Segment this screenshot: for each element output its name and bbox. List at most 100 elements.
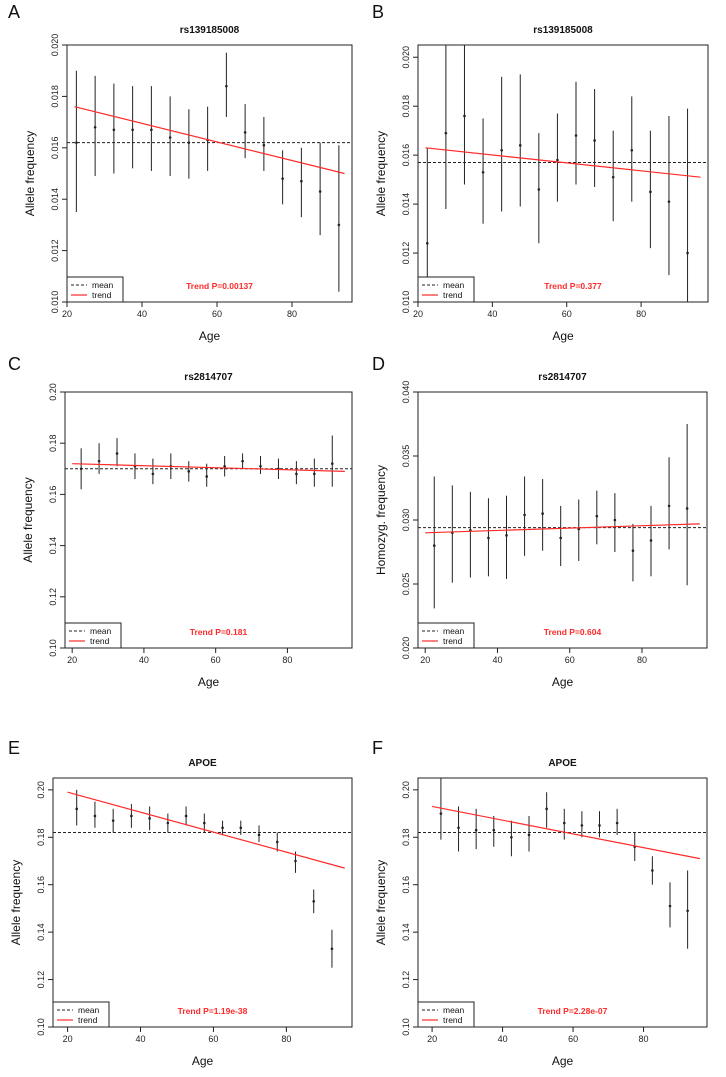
data-point — [318, 190, 322, 193]
x-tick-label: 20 — [67, 655, 77, 665]
data-point — [223, 464, 226, 468]
legend-box — [417, 1001, 475, 1028]
data-point — [313, 472, 316, 476]
data-point — [432, 544, 436, 547]
legend-trend-label: trend — [443, 290, 463, 300]
data-point — [686, 909, 689, 913]
data-point — [651, 869, 654, 872]
x-tick-label: 20 — [63, 1034, 73, 1044]
x-axis-label: Age — [199, 329, 221, 343]
data-point — [239, 826, 243, 830]
data-point — [649, 539, 653, 542]
data-point — [527, 833, 531, 837]
data-point — [97, 459, 101, 463]
chart-title: APOE — [188, 758, 217, 769]
data-layer — [418, 45, 708, 302]
y-tick-label: 0.040 — [401, 381, 411, 404]
y-axis-label: Allele frequency — [9, 860, 23, 945]
x-tick-label: 20 — [62, 309, 72, 319]
chart-panel-f: F APOE 20 40 60 80 0.10 0.12 0.14 0.16 0.18 0.20 Age… — [372, 738, 708, 1068]
data-point — [518, 144, 522, 147]
data-point — [131, 128, 134, 132]
data-point — [79, 467, 83, 471]
legend-mean-label: mean — [90, 626, 112, 636]
data-point — [463, 114, 466, 118]
data-layer — [418, 778, 707, 949]
data-point — [615, 821, 619, 825]
y-tick-label: 0.16 — [401, 876, 411, 894]
trend-p-annotation: Trend P=0.181 — [190, 627, 248, 637]
data-point — [275, 840, 279, 844]
plot-frame — [52, 777, 353, 1028]
data-layer — [65, 435, 352, 490]
y-tick-label: 0.16 — [48, 486, 58, 504]
data-point — [241, 459, 244, 463]
y-axis-label: Homozyg. frequency — [374, 465, 388, 575]
data-point — [93, 814, 97, 818]
data-point — [203, 821, 206, 825]
legend-trend-label: trend — [92, 290, 112, 300]
x-axis-label: Age — [552, 675, 574, 689]
legend-mean-label: mean — [443, 626, 465, 636]
x-tick-label: 20 — [420, 655, 430, 665]
legend-trend-label: trend — [90, 636, 110, 646]
data-point — [130, 814, 133, 818]
y-tick-label: 0.18 — [401, 829, 411, 847]
y-tick-label: 0.010 — [50, 291, 60, 314]
data-point — [151, 472, 155, 476]
data-point — [556, 158, 559, 162]
data-point — [257, 833, 261, 837]
trend-line — [431, 805, 701, 860]
data-point — [613, 518, 617, 522]
plot-frame — [417, 777, 708, 1028]
y-tick-label: 0.10 — [48, 639, 58, 657]
data-point — [457, 826, 460, 830]
data-point — [111, 819, 115, 822]
y-tick-label: 0.12 — [36, 971, 46, 989]
x-tick-label: 60 — [212, 309, 222, 319]
legend-box — [64, 622, 122, 649]
legend-box — [52, 1001, 110, 1028]
data-point — [330, 947, 334, 951]
x-tick-label: 60 — [211, 655, 221, 665]
data-point — [75, 141, 78, 144]
x-tick-label: 40 — [136, 1034, 146, 1044]
y-tick-label: 0.20 — [36, 781, 46, 799]
y-tick-label: 0.018 — [401, 95, 411, 118]
data-point — [492, 828, 496, 832]
data-point — [444, 131, 448, 135]
x-tick-label: 40 — [139, 655, 149, 665]
data-point — [115, 452, 119, 455]
x-tick-label: 40 — [487, 309, 497, 319]
x-tick-label: 80 — [639, 1034, 649, 1044]
y-axis-label: Allele frequency — [21, 477, 35, 562]
data-point — [337, 223, 341, 227]
data-point — [148, 817, 151, 820]
y-tick-label: 0.10 — [36, 1018, 46, 1036]
data-point — [184, 814, 188, 818]
chart-title: rs2814707 — [538, 372, 587, 383]
trend-p-annotation: Trend P=1.19e-38 — [178, 1006, 248, 1016]
data-point — [259, 464, 262, 468]
y-tick-label: 0.18 — [48, 434, 58, 452]
legend-trend-label: trend — [443, 1015, 463, 1025]
y-axis-label: Allele frequency — [374, 860, 388, 945]
data-point — [505, 534, 508, 537]
panel-letter: B — [372, 2, 384, 22]
legend-mean-label: mean — [92, 280, 114, 290]
chart-title: rs139185008 — [533, 25, 593, 36]
trend-p-annotation: Trend P=2.28e-07 — [538, 1006, 608, 1016]
y-tick-label: 0.012 — [401, 242, 411, 265]
legend-box — [417, 622, 475, 649]
y-tick-label: 0.012 — [50, 239, 60, 262]
trend-line — [67, 791, 345, 869]
x-axis-label: Age — [552, 329, 574, 343]
data-point — [439, 812, 443, 815]
